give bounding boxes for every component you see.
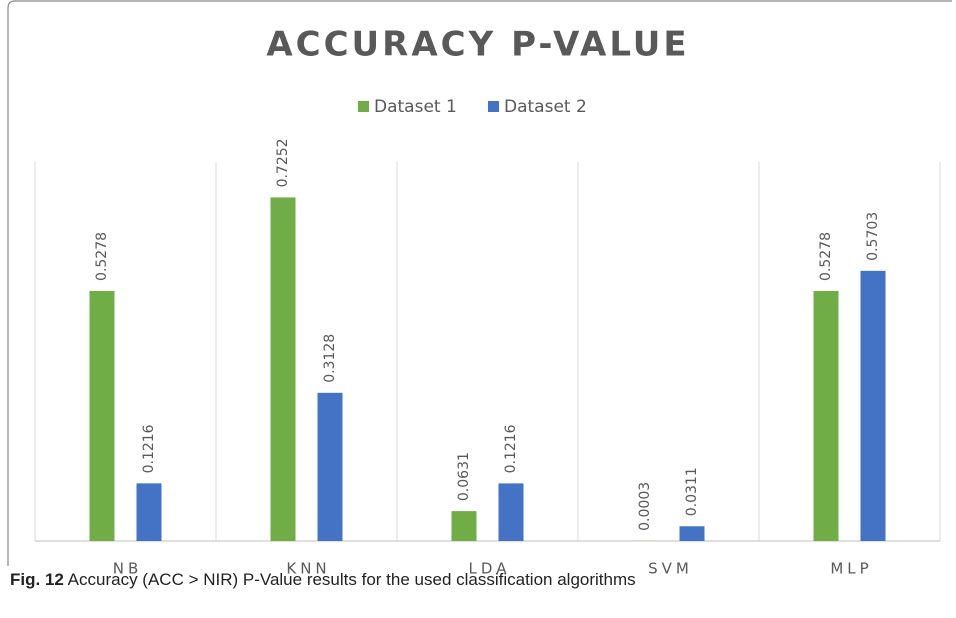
- legend-label: Dataset 1: [374, 97, 457, 117]
- data-label: 0.0311: [684, 467, 700, 516]
- bar: [679, 526, 705, 541]
- bar: [270, 197, 296, 541]
- bar: [136, 483, 162, 541]
- data-label: 0.3128: [322, 334, 338, 383]
- bar: [317, 392, 343, 541]
- chart-title: ACCURACY P-VALUE: [266, 25, 689, 65]
- x-tick-label: SVM: [648, 560, 693, 578]
- legend-swatch: [358, 101, 369, 112]
- data-label: 0.0003: [637, 482, 653, 531]
- bar: [498, 483, 524, 541]
- bar: [813, 290, 839, 541]
- data-label: 0.5278: [94, 232, 110, 281]
- caption: Fig. 12 Accuracy (ACC > NIR) P-Value res…: [10, 570, 636, 589]
- legend-label: Dataset 2: [504, 97, 587, 117]
- bar: [860, 270, 886, 541]
- x-tick-label: KNN: [286, 560, 330, 578]
- x-tick-label: NB: [113, 560, 143, 578]
- bar: [451, 511, 477, 541]
- figure-border: [7, 0, 952, 566]
- x-tick-label: LDA: [469, 560, 511, 578]
- data-label: 0.5278: [818, 232, 834, 281]
- caption-text: Accuracy (ACC > NIR) P-Value results for…: [68, 570, 636, 589]
- bar: [89, 290, 115, 541]
- caption-label: Fig. 12: [10, 570, 64, 589]
- data-label: 0.7252: [275, 138, 291, 187]
- data-label: 0.0631: [456, 452, 472, 501]
- data-label: 0.5703: [865, 212, 881, 261]
- x-tick-label: MLP: [830, 560, 872, 578]
- data-label: 0.1216: [141, 424, 157, 473]
- legend-swatch: [488, 101, 499, 112]
- data-label: 0.1216: [503, 424, 519, 473]
